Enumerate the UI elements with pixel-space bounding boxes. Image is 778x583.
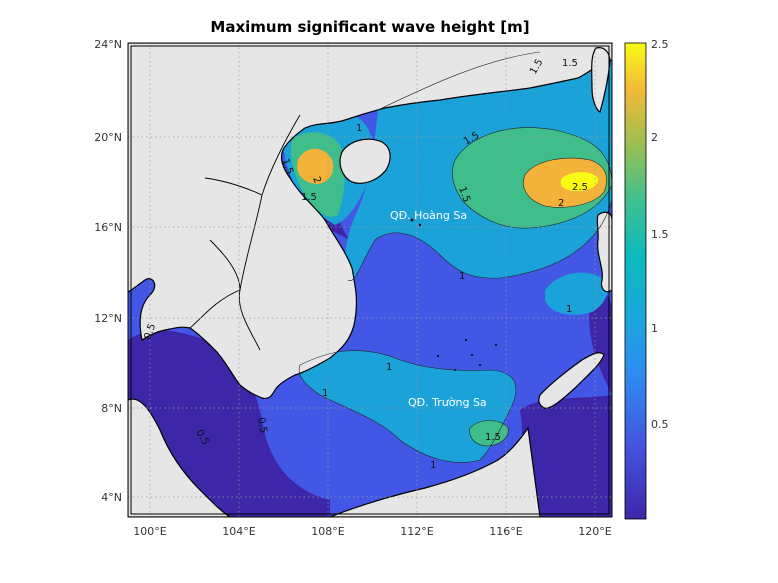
colorbar-tick-label: 2 xyxy=(651,131,658,144)
sea-1.5-2m-south xyxy=(469,420,509,446)
sea-1-1.5m-south xyxy=(299,350,516,463)
contour-label: 1.5 xyxy=(301,192,317,203)
land-asia-mainland xyxy=(128,43,612,400)
colorbar-tick-label: 1 xyxy=(651,322,658,335)
sea-above-2.5m-core xyxy=(560,172,599,192)
land-hainan xyxy=(339,138,391,184)
contour-label: 0.5 xyxy=(255,417,269,435)
colorbar-ticks: 2.5 2 1.5 1 0.5 xyxy=(651,38,669,431)
small-islands xyxy=(410,218,497,371)
sea-below-0.5m-east xyxy=(515,395,612,517)
x-tick-label: 104°E xyxy=(222,525,255,538)
y-tick-label: 12°N xyxy=(94,312,122,325)
x-tick-label: 120°E xyxy=(578,525,611,538)
contour-label: 2.5 xyxy=(572,182,588,193)
sea-1-1.5m-east-patch xyxy=(545,272,608,315)
land-borneo xyxy=(329,426,541,517)
contour-label: 1.5 xyxy=(279,157,295,176)
land-palawan xyxy=(538,352,605,409)
sea-below-0.5m-ne xyxy=(589,285,612,395)
y-tick-label: 24°N xyxy=(94,38,122,51)
y-tick-label: 8°N xyxy=(101,402,122,415)
x-tick-label: 112°E xyxy=(400,525,433,538)
contour-label: 1 xyxy=(322,388,328,399)
contour-label: 2 xyxy=(310,175,323,185)
contour-label: 1.5 xyxy=(485,432,501,443)
map-title: Maximum significant wave height [m] xyxy=(210,18,530,36)
border-lines xyxy=(189,114,301,351)
contour-label: 1.5 xyxy=(562,58,578,69)
contour-label: 1 xyxy=(386,362,392,373)
contour-label: 1 xyxy=(566,304,572,315)
map-frame xyxy=(127,42,613,518)
contour-label: 1 xyxy=(459,271,465,282)
x-tick-label: 116°E xyxy=(489,525,522,538)
x-tick-label: 100°E xyxy=(133,525,166,538)
contour-label: 0.5 xyxy=(142,322,158,341)
contour-label: 1 xyxy=(430,460,436,471)
contour-label: 1 xyxy=(356,123,362,134)
y-tick-label: 20°N xyxy=(94,131,122,144)
colorbar xyxy=(624,42,647,520)
x-tick-label: 108°E xyxy=(311,525,344,538)
contour-label: 1.5 xyxy=(456,185,472,204)
contour-label: 2 xyxy=(558,198,564,209)
y-tick-label: 4°N xyxy=(101,491,122,504)
place-label-truong-sa: QĐ. Trường Sa xyxy=(408,396,487,409)
colorbar-tick-label: 1.5 xyxy=(651,228,669,241)
land-philippines xyxy=(596,211,612,293)
colorbar-tick-label: 0.5 xyxy=(651,418,669,431)
sea-2-2.5m-tonkin xyxy=(297,148,334,184)
map-inner-frame xyxy=(130,45,610,515)
y-axis: 24°N 20°N 16°N 12°N 8°N 4°N xyxy=(94,38,122,504)
y-tick-label: 16°N xyxy=(94,221,122,234)
colorbar-tick-label: 2.5 xyxy=(651,38,669,51)
place-label-hoang-sa: QĐ. Hoàng Sa xyxy=(390,209,467,222)
x-axis: 100°E 104°E 108°E 112°E 116°E 120°E xyxy=(133,525,611,538)
